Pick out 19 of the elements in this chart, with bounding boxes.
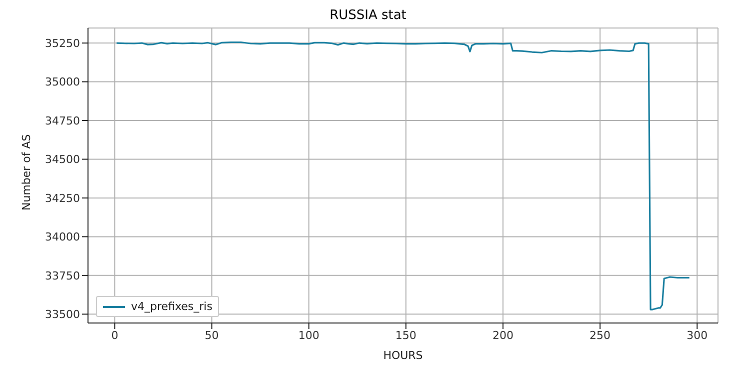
x-tick-label: 200 xyxy=(492,328,514,342)
y-tick-label: 33500 xyxy=(45,308,80,322)
y-tick-label: 33750 xyxy=(45,269,80,282)
x-tick-label: 300 xyxy=(686,328,708,342)
y-tick-label: 35000 xyxy=(45,76,80,89)
y-tick-label: 34750 xyxy=(45,114,80,128)
x-axis-title: HOURS xyxy=(383,349,423,362)
legend-label: v4_prefixes_ris xyxy=(131,300,212,313)
chart-title: RUSSIA stat xyxy=(328,8,408,25)
y-tick-label: 34500 xyxy=(45,153,80,166)
x-tick-label: 150 xyxy=(395,328,416,342)
x-tick-label: 250 xyxy=(590,328,611,342)
y-tick-label: 34250 xyxy=(45,192,80,205)
x-tick-label: 100 xyxy=(298,328,320,342)
y-axis-title: Number of AS xyxy=(20,134,33,210)
x-tick-label: 50 xyxy=(204,328,219,342)
y-tick-label: 35250 xyxy=(45,36,80,50)
x-tick-label: 0 xyxy=(111,328,118,342)
y-tick-label: 34000 xyxy=(45,230,80,244)
